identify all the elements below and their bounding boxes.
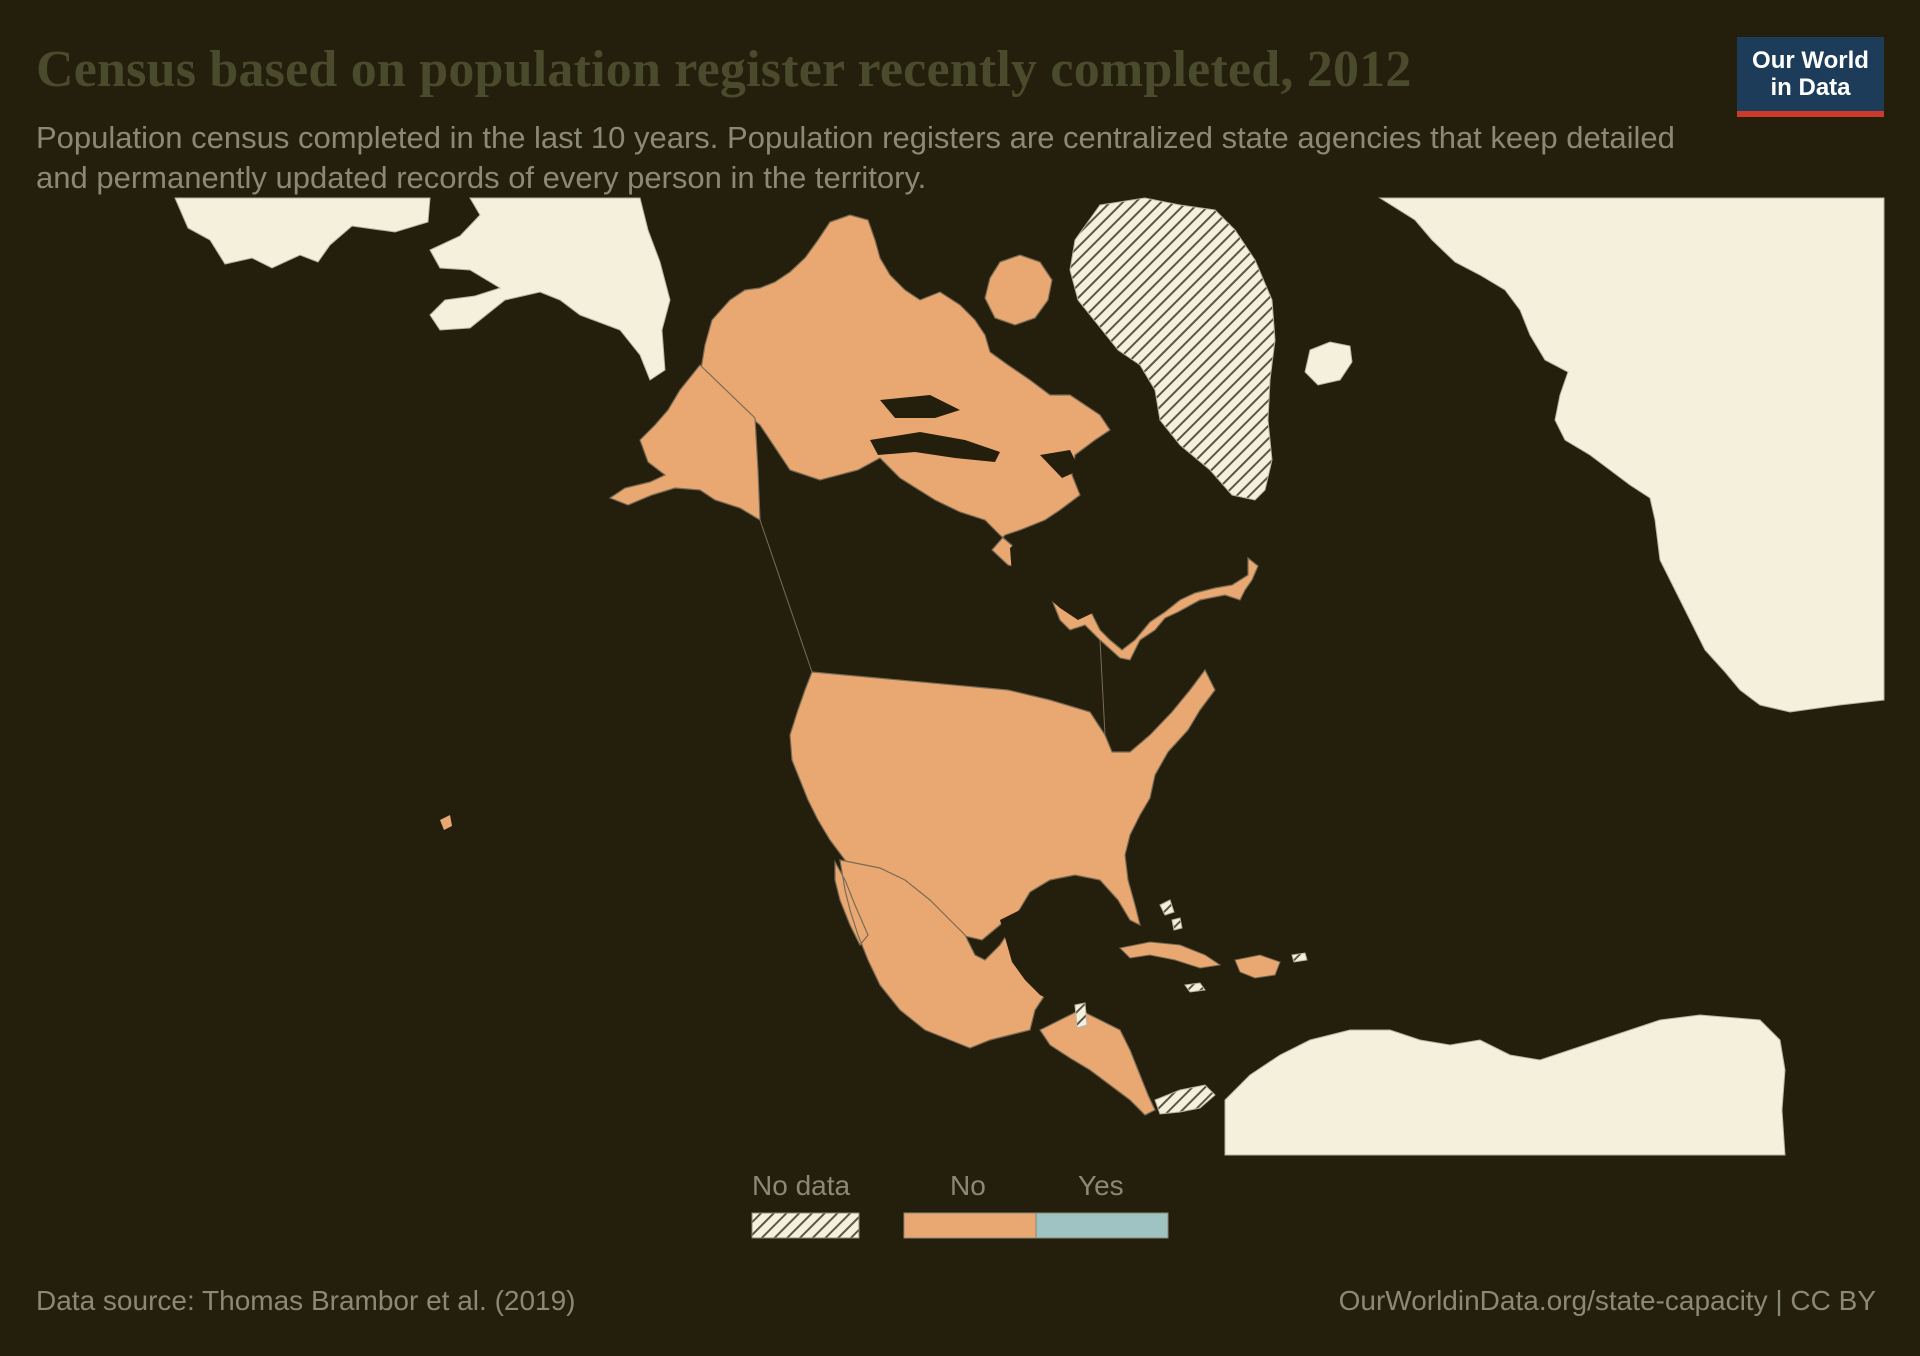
chart-subtitle: Population census completed in the last …: [36, 120, 1675, 195]
puerto-rico[interactable]: [1291, 952, 1308, 963]
gulf-of-mexico: [1000, 895, 1125, 1000]
bahamas[interactable]: [1159, 899, 1183, 931]
province-borders: [759, 519, 1106, 736]
europe-africa-landmass[interactable]: [1378, 197, 1885, 713]
south-america[interactable]: [1224, 1014, 1786, 1156]
logo-line-1: Our World: [1752, 47, 1869, 74]
source-url-link[interactable]: OurWorldinData.org/state-capacity | CC B…: [1338, 1285, 1876, 1316]
panama[interactable]: [1154, 1084, 1216, 1115]
russia-far-east[interactable]: [174, 197, 671, 381]
legend-label-no-data: No data: [752, 1170, 851, 1201]
mexico[interactable]: [834, 859, 1056, 1049]
hawaii[interactable]: [440, 815, 452, 830]
legend-label-no: No: [950, 1170, 986, 1201]
iceland[interactable]: [1304, 341, 1353, 386]
cuba[interactable]: [1118, 941, 1222, 969]
greenland[interactable]: [1069, 197, 1276, 501]
logo-line-2: in Data: [1770, 74, 1851, 101]
legend-swatch-no-data[interactable]: [751, 1212, 860, 1239]
data-source: Data source: Thomas Brambor et al. (2019…: [36, 1285, 576, 1316]
jamaica[interactable]: [1184, 982, 1206, 993]
belize[interactable]: [1074, 1002, 1088, 1029]
owid-logo[interactable]: Our World in Data: [1737, 37, 1884, 117]
chart-title: Census based on population register rece…: [36, 41, 1412, 98]
alaska[interactable]: [608, 364, 761, 522]
world-map: [174, 197, 1885, 1156]
united-states[interactable]: [789, 668, 1216, 941]
central-america[interactable]: [1039, 1009, 1156, 1116]
hispaniola[interactable]: [1234, 954, 1281, 979]
legend-swatch-no[interactable]: [903, 1212, 1037, 1239]
hudson-bay: [1010, 525, 1105, 620]
arctic-channel: [870, 395, 1080, 478]
legend-label-yes: Yes: [1078, 1170, 1124, 1201]
legend-swatch-yes[interactable]: [1035, 1212, 1169, 1239]
